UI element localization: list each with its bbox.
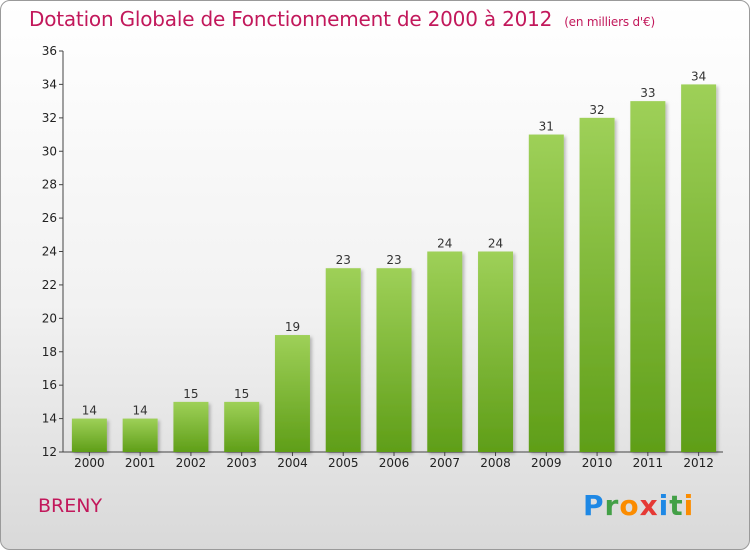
commune-name: BRENY	[38, 495, 103, 517]
logo-letter: i	[683, 489, 695, 522]
x-tick-label: 2008	[480, 456, 511, 470]
bar-value-label: 31	[539, 120, 554, 134]
bar	[427, 251, 463, 452]
chart-subtitle: (en milliers d'€)	[564, 15, 655, 29]
x-tick-label: 2010	[582, 456, 613, 470]
bar	[630, 101, 666, 452]
bar-value-label: 24	[437, 237, 452, 251]
bar-value-label: 14	[133, 404, 148, 418]
bar-value-label: 19	[285, 320, 300, 334]
bar	[224, 401, 260, 452]
bar-value-label: 33	[640, 86, 655, 100]
bar	[71, 418, 107, 452]
logo-letter: r	[604, 489, 620, 522]
chart-title-row: Dotation Globale de Fonctionnement de 20…	[29, 7, 655, 31]
logo-letter: o	[619, 489, 640, 522]
x-tick-label: 2007	[429, 456, 460, 470]
bar	[173, 401, 209, 452]
y-tick-label: 18	[42, 345, 57, 359]
x-tick-label: 2004	[277, 456, 308, 470]
x-tick-label: 2003	[226, 456, 257, 470]
logo-letter: P	[583, 489, 605, 522]
y-tick-label: 26	[42, 211, 57, 225]
proxiti-logo: Proxiti	[583, 489, 694, 522]
logo-letter: x	[639, 489, 659, 522]
bar-value-label: 15	[183, 387, 198, 401]
logo-letter: i	[658, 489, 670, 522]
bar	[681, 84, 717, 453]
y-tick-label: 34	[42, 77, 57, 91]
y-tick-label: 14	[42, 412, 57, 426]
y-tick-label: 32	[42, 111, 57, 125]
y-tick-label: 12	[42, 445, 57, 459]
y-tick-label: 28	[42, 178, 57, 192]
y-tick-label: 24	[42, 245, 57, 259]
logo-letter: t	[669, 489, 684, 522]
bar-value-label: 23	[336, 253, 351, 267]
bar	[325, 268, 361, 452]
y-tick-label: 20	[42, 311, 57, 325]
bar-value-label: 24	[488, 237, 503, 251]
bar-value-label: 15	[234, 387, 249, 401]
bar	[122, 418, 158, 452]
bar-value-label: 32	[589, 103, 604, 117]
bar	[274, 335, 310, 452]
y-tick-label: 22	[42, 278, 57, 292]
x-tick-label: 2011	[633, 456, 664, 470]
x-tick-label: 2002	[176, 456, 207, 470]
bar-value-label: 23	[386, 253, 401, 267]
x-tick-label: 2012	[683, 456, 714, 470]
x-tick-label: 2006	[379, 456, 410, 470]
bar-value-label: 14	[82, 404, 97, 418]
x-tick-label: 2005	[328, 456, 359, 470]
chart-title: Dotation Globale de Fonctionnement de 20…	[29, 7, 553, 31]
x-tick-label: 2000	[74, 456, 105, 470]
bar	[376, 268, 412, 452]
bar	[579, 117, 615, 452]
x-tick-label: 2001	[125, 456, 156, 470]
y-tick-label: 16	[42, 378, 57, 392]
bar	[528, 134, 564, 452]
bar-value-label: 34	[691, 69, 706, 83]
y-tick-label: 30	[42, 144, 57, 158]
x-tick-label: 2009	[531, 456, 562, 470]
bar	[478, 251, 514, 452]
y-tick-label: 36	[42, 44, 57, 58]
